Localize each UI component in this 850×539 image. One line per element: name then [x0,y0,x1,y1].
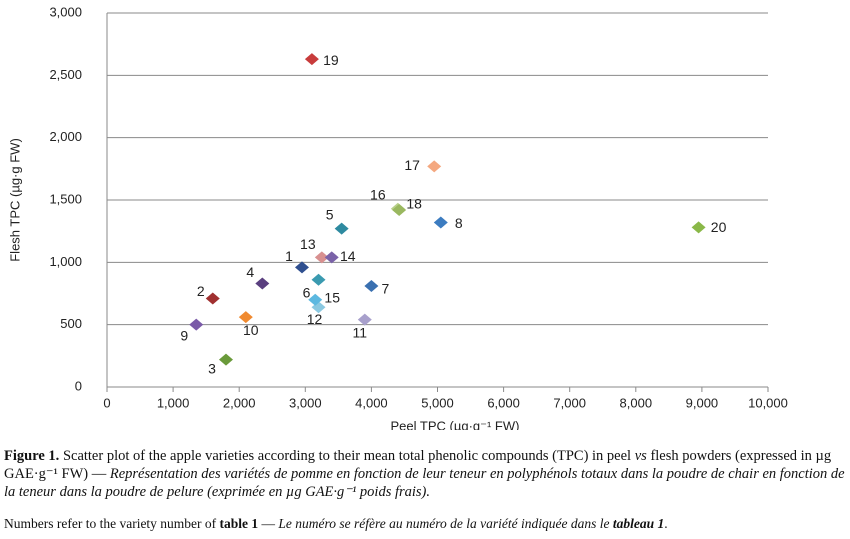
point-label: 4 [246,264,254,280]
note-text: table 1 [219,516,259,531]
point [324,251,339,264]
point [218,353,233,366]
point-label: 10 [243,322,259,338]
caption-text: vs [634,448,647,464]
point-label: 3 [208,360,216,376]
x-tick-label: 0 [103,395,110,410]
y-tick-label: 500 [60,316,82,331]
y-tick-label: 0 [75,378,82,393]
point [205,292,220,305]
point-label: 2 [197,283,205,299]
note-text: Numbers refer to the variety number of [4,516,220,531]
point [238,311,253,324]
caption-text: flesh powders (expressed in µg GAE·g⁻¹ F… [4,448,832,482]
caption-text: Scatter plot of the apple varieties acco… [59,448,635,464]
point-label: 14 [340,248,356,264]
x-tick-label: 10,000 [748,395,788,410]
note-text: tableau 1 [612,516,665,531]
point-label: 19 [323,52,339,68]
y-tick-label: 1,500 [49,191,82,206]
point-label: 9 [180,327,188,343]
point-label: 18 [406,196,422,212]
x-tick-label: 1,000 [157,395,190,410]
point [304,53,319,66]
caption-french: Représentation des variétés de pomme en … [4,466,845,500]
point-label: 13 [300,236,316,252]
point-label: 20 [711,219,727,235]
point-label: 17 [404,157,420,173]
note-text: Le numéro se réfère au numéro de la vari… [278,516,613,531]
y-tick-label: 1,000 [49,254,82,269]
x-tick-label: 3,000 [289,395,322,410]
point-label: 8 [455,215,463,231]
point [392,203,407,216]
point-label: 6 [303,284,311,300]
x-axis-label: Peel TPC (µg·g⁻¹ FW) [391,418,520,430]
x-tick-label: 9,000 [686,395,719,410]
note-text: . [664,516,668,531]
point [311,273,326,286]
note-text: — [258,516,279,531]
point [427,160,442,173]
point [294,261,309,274]
x-tick-label: 8,000 [620,395,653,410]
x-tick-label: 4,000 [355,395,388,410]
point [314,251,329,264]
x-tick-label: 7,000 [553,395,586,410]
y-axis-label: Flesh TPC (µg·g FW) [7,138,22,262]
point-label: 5 [326,206,334,222]
y-tick-label: 3,000 [49,4,82,19]
point [308,293,323,306]
point-label: 15 [324,289,340,305]
y-tick-label: 2,500 [49,67,82,82]
caption-label: Figure 1. [4,448,60,464]
x-tick-label: 5,000 [421,395,454,410]
x-tick-label: 6,000 [487,395,520,410]
point-label: 12 [307,311,323,327]
point-label: 1 [285,248,293,264]
point-label: 7 [382,281,390,297]
point-label: 16 [370,186,386,202]
chart: Flesh TPC (µg·g FW) Peel TPC (µg·g⁻¹ FW)… [7,4,788,430]
point [334,222,349,235]
point [364,280,379,293]
x-tick-label: 2,000 [223,395,256,410]
caption: Figure 1. Scatter plot of the apple vari… [4,447,846,501]
point [691,221,706,234]
point [189,318,204,331]
note: Numbers refer to the variety number of t… [4,515,846,533]
point-label: 11 [353,324,368,340]
point [433,216,448,229]
point [255,277,270,290]
y-tick-label: 2,000 [49,129,82,144]
point [357,313,372,326]
